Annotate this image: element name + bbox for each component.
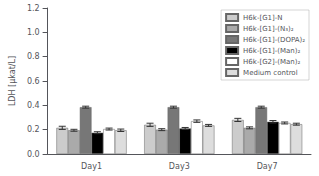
svg-text:1.0: 1.0 (27, 28, 40, 37)
svg-text:0.4: 0.4 (27, 101, 40, 110)
svg-text:1.2: 1.2 (27, 4, 40, 13)
svg-text:H6k-[G1]-N: H6k-[G1]-N (243, 14, 282, 22)
svg-text:0.6: 0.6 (27, 77, 40, 86)
svg-text:H6k-[G1]-(N₃)₂: H6k-[G1]-(N₃)₂ (243, 25, 294, 33)
svg-text:Medium control: Medium control (243, 69, 298, 77)
svg-text:H6k-[G1]-(Man)₂: H6k-[G1]-(Man)₂ (243, 47, 300, 55)
svg-text:H6k-[G1]-(DOPA)₂: H6k-[G1]-(DOPA)₂ (243, 36, 305, 44)
svg-text:Day3: Day3 (169, 162, 190, 171)
svg-text:Day7: Day7 (257, 162, 278, 171)
svg-text:LDH [μkat/L]: LDH [μkat/L] (8, 56, 17, 106)
svg-text:0.2: 0.2 (27, 125, 40, 134)
svg-text:H6k-[G2]-(Man)₂: H6k-[G2]-(Man)₂ (243, 58, 300, 66)
svg-text:Day1: Day1 (81, 162, 102, 171)
svg-text:0.0: 0.0 (27, 150, 40, 159)
svg-text:0.8: 0.8 (27, 52, 40, 61)
